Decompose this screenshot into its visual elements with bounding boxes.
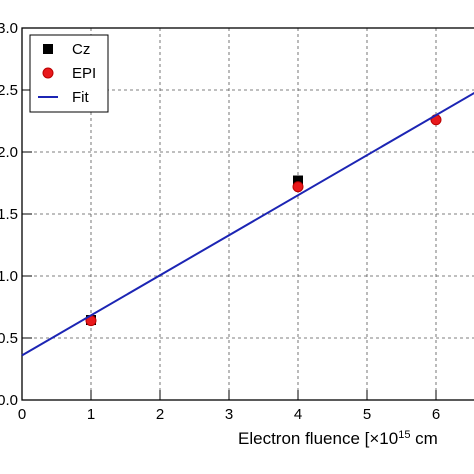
y-tick-label: 2.5 (0, 82, 18, 99)
legend-box (29, 34, 109, 113)
x-tick-label: 4 (294, 406, 302, 423)
x-tick-label: 3 (225, 406, 233, 423)
x-axis-label-part: Electron fluence [×10 (238, 429, 398, 448)
x-tick-label: 6 (432, 406, 440, 423)
legend-marker (42, 67, 54, 79)
marker (292, 181, 304, 193)
y-tick-label: 0.0 (0, 392, 18, 409)
x-tick-label: 0 (18, 406, 26, 423)
y-tick-label: 3.0 (0, 20, 18, 37)
marker (293, 175, 303, 186)
x-tick-label: 5 (363, 406, 371, 423)
legend-marker (43, 44, 53, 54)
x-axis-label: Electron fluence [×1015 cm (238, 429, 438, 448)
legend-label: Cz (72, 41, 90, 58)
legend-label: Fit (72, 89, 89, 106)
x-axis-label-part: cm (410, 429, 437, 448)
y-tick-label: 0.5 (0, 330, 18, 347)
y-tick-label: 2.0 (0, 144, 18, 161)
x-tick-label: 2 (156, 406, 164, 423)
x-axis-label-part: 15 (398, 429, 410, 441)
x-tick-label: 1 (87, 406, 95, 423)
legend-label: EPI (72, 65, 96, 82)
y-tick-label: 1.5 (0, 206, 18, 223)
fit-line (21, 91, 474, 357)
y-tick-label: 1.0 (0, 268, 18, 285)
